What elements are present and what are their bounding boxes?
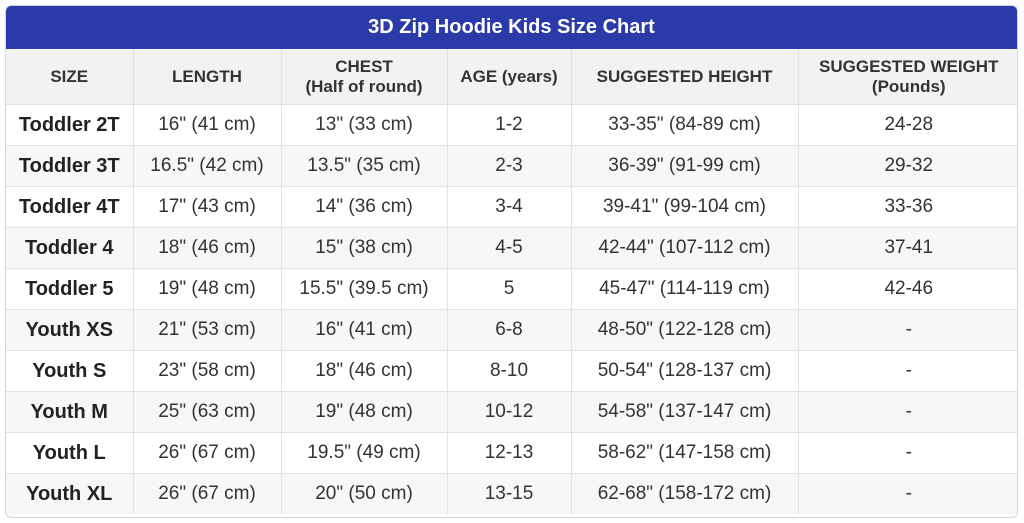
length-cell: 17" (43 cm): [133, 186, 282, 228]
length-cell: 19" (48 cm): [133, 268, 282, 310]
size-cell: Toddler 4T: [6, 186, 134, 228]
length-cell: 26" (67 cm): [133, 473, 282, 514]
header-height: SUGGESTED HEIGHT: [571, 49, 799, 105]
chest-cell: 19" (48 cm): [281, 391, 448, 433]
table-row: Toddler 4T 17" (43 cm) 14" (36 cm) 3-4 39-41…: [6, 186, 1017, 228]
length-cell: 16.5" (42 cm): [133, 145, 282, 187]
chest-cell: 18" (46 cm): [281, 350, 448, 392]
weight-cell: -: [798, 473, 1017, 514]
age-cell: 3-4: [447, 186, 572, 228]
height-cell: 42-44" (107-112 cm): [571, 227, 799, 269]
weight-cell: -: [798, 350, 1017, 392]
chest-cell: 19.5" (49 cm): [281, 432, 448, 474]
size-cell: Toddler 5: [6, 268, 134, 310]
weight-cell: 37-41: [798, 227, 1017, 269]
weight-cell: 33-36: [798, 186, 1017, 228]
chest-cell: 15" (38 cm): [281, 227, 448, 269]
table-row: Youth L 26" (67 cm) 19.5" (49 cm) 12-13 58-6…: [6, 432, 1017, 474]
size-cell: Youth M: [6, 391, 134, 433]
weight-cell: 42-46: [798, 268, 1017, 310]
height-cell: 39-41" (99-104 cm): [571, 186, 799, 228]
header-chest: CHEST (Half of round): [281, 49, 448, 105]
chart-title: 3D Zip Hoodie Kids Size Chart: [6, 6, 1017, 49]
chest-cell: 15.5" (39.5 cm): [281, 268, 448, 310]
table-row: Toddler 5 19" (48 cm) 15.5" (39.5 cm) 5 45-4…: [6, 268, 1017, 310]
height-cell: 48-50" (122-128 cm): [571, 309, 799, 351]
height-cell: 58-62" (147-158 cm): [571, 432, 799, 474]
length-cell: 26" (67 cm): [133, 432, 282, 474]
age-cell: 13-15: [447, 473, 572, 514]
size-cell: Toddler 4: [6, 227, 134, 269]
age-cell: 4-5: [447, 227, 572, 269]
length-cell: 23" (58 cm): [133, 350, 282, 392]
age-cell: 5: [447, 268, 572, 310]
header-age: AGE (years): [447, 49, 572, 105]
table-row: Youth XL 26" (67 cm) 20" (50 cm) 13-15 62-68…: [6, 473, 1017, 514]
header-weight: SUGGESTED WEIGHT (Pounds): [798, 49, 1017, 105]
weight-cell: -: [798, 432, 1017, 474]
size-cell: Youth L: [6, 432, 134, 474]
age-cell: 8-10: [447, 350, 572, 392]
height-cell: 45-47" (114-119 cm): [571, 268, 799, 310]
length-cell: 18" (46 cm): [133, 227, 282, 269]
length-cell: 16" (41 cm): [133, 104, 282, 146]
size-cell: Toddler 3T: [6, 145, 134, 187]
length-cell: 25" (63 cm): [133, 391, 282, 433]
table-body: Toddler 2T 16" (41 cm) 13" (33 cm) 1-2 33-35…: [6, 104, 1017, 514]
header-length: LENGTH: [133, 49, 282, 105]
size-cell: Toddler 2T: [6, 104, 134, 146]
age-cell: 6-8: [447, 309, 572, 351]
header-row: SIZE LENGTH CHEST (Half of round) AGE (ye…: [6, 49, 1017, 105]
weight-cell: -: [798, 391, 1017, 433]
table-row: Toddler 2T 16" (41 cm) 13" (33 cm) 1-2 33-35…: [6, 104, 1017, 146]
size-chart: 3D Zip Hoodie Kids Size Chart SIZE LENGT…: [5, 5, 1018, 518]
age-cell: 12-13: [447, 432, 572, 474]
chest-cell: 14" (36 cm): [281, 186, 448, 228]
chest-cell: 13" (33 cm): [281, 104, 448, 146]
height-cell: 36-39" (91-99 cm): [571, 145, 799, 187]
header-size: SIZE: [6, 49, 134, 105]
table-row: Toddler 3T 16.5" (42 cm) 13.5" (35 cm) 2-3 3…: [6, 145, 1017, 187]
chest-cell: 13.5" (35 cm): [281, 145, 448, 187]
weight-cell: -: [798, 309, 1017, 351]
chest-cell: 16" (41 cm): [281, 309, 448, 351]
weight-cell: 24-28: [798, 104, 1017, 146]
height-cell: 50-54" (128-137 cm): [571, 350, 799, 392]
height-cell: 33-35" (84-89 cm): [571, 104, 799, 146]
age-cell: 1-2: [447, 104, 572, 146]
table-row: Youth XS 21" (53 cm) 16" (41 cm) 6-8 48-50" …: [6, 309, 1017, 351]
size-cell: Youth XL: [6, 473, 134, 514]
size-cell: Youth S: [6, 350, 134, 392]
table-row: Youth S 23" (58 cm) 18" (46 cm) 8-10 50-54" …: [6, 350, 1017, 392]
table-row: Youth M 25" (63 cm) 19" (48 cm) 10-12 54-58"…: [6, 391, 1017, 433]
height-cell: 62-68" (158-172 cm): [571, 473, 799, 514]
size-cell: Youth XS: [6, 309, 134, 351]
table-row: Toddler 4 18" (46 cm) 15" (38 cm) 4-5 42-44"…: [6, 227, 1017, 269]
age-cell: 2-3: [447, 145, 572, 187]
height-cell: 54-58" (137-147 cm): [571, 391, 799, 433]
age-cell: 10-12: [447, 391, 572, 433]
chest-cell: 20" (50 cm): [281, 473, 448, 514]
weight-cell: 29-32: [798, 145, 1017, 187]
length-cell: 21" (53 cm): [133, 309, 282, 351]
size-table: SIZE LENGTH CHEST (Half of round) AGE (ye…: [6, 49, 1017, 514]
